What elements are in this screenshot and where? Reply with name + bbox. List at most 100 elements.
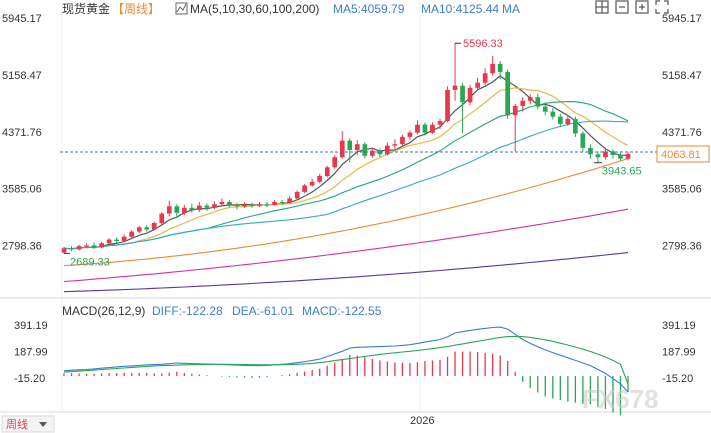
period-selector[interactable]: 周线 (1, 415, 55, 433)
candle-body (294, 191, 300, 199)
candle-body (144, 227, 150, 230)
ma-toggle-icon[interactable] (175, 2, 188, 15)
candle-body (467, 87, 473, 103)
macd-axis: 391.19 391.19 187.99 187.99 -15.20 -15.20 (14, 320, 696, 385)
ma-line-long (63, 252, 629, 293)
macd-dea-value: DEA:-61.01 (232, 304, 294, 318)
toolbar (595, 0, 669, 14)
macd-tick-left-2: -15.20 (14, 373, 45, 385)
period-label[interactable]: 【周线】 (112, 2, 160, 16)
candle-body (595, 154, 601, 158)
candle-body (332, 157, 338, 168)
candle-body (219, 202, 225, 205)
candlesticks (61, 43, 631, 254)
candle-body (445, 89, 450, 121)
candle-body (166, 206, 172, 214)
candle-body (610, 151, 616, 155)
candle-body (370, 150, 375, 156)
chevron-down-icon (39, 422, 47, 427)
candle-body (497, 63, 503, 72)
candle-body (430, 124, 435, 133)
candle-body (61, 248, 67, 253)
candle-body (392, 144, 398, 146)
candle-body (136, 227, 142, 232)
candle-body (573, 118, 578, 134)
candle-body (227, 202, 232, 205)
high-price-label: 5596.33 (463, 38, 503, 50)
ma-line-5 (63, 75, 629, 250)
grid-icon[interactable] (595, 0, 609, 14)
candle-body (272, 202, 277, 205)
candle-body (106, 239, 112, 244)
macd-label: MACD(26,12,9) (62, 304, 145, 318)
candle-body (354, 144, 360, 150)
candle-body (422, 124, 428, 133)
period-selector-label: 周线 (6, 417, 28, 431)
candle-body (520, 100, 526, 106)
candle-body (257, 204, 262, 206)
x-axis-year-label: 2026 (410, 415, 434, 427)
macd-diff-line (63, 326, 629, 393)
candle-body (197, 205, 202, 210)
moving-average-lines (63, 75, 629, 293)
ma10-value: MA10:4125.44 (421, 2, 499, 16)
zoom-in-icon[interactable] (635, 0, 649, 14)
candle-body (69, 248, 74, 250)
candle-body (505, 71, 510, 116)
candle-body (512, 105, 518, 116)
last-price-label: 4063.81 (661, 149, 701, 161)
candle-body (550, 111, 556, 117)
candle-body (339, 140, 345, 158)
price-tick-left-3: 3585.06 (2, 184, 42, 196)
candle-body (189, 207, 195, 210)
candle-body (400, 136, 405, 145)
candle-body (482, 73, 488, 83)
candle-body (91, 245, 97, 248)
ma-more-label: MA (502, 2, 520, 16)
zoom-out-icon[interactable] (615, 0, 629, 14)
candle-body (234, 204, 240, 207)
recent-low-label: 3943.65 (602, 166, 642, 178)
candle-body (580, 133, 586, 148)
start-low-label: 2689.33 (70, 256, 110, 268)
price-tick-right-0: 5945.17 (662, 13, 702, 25)
candle-body (527, 97, 533, 101)
price-tick-right-4: 2798.36 (662, 241, 702, 253)
candle-body (287, 198, 292, 203)
macd-tick-right-1: 187.99 (662, 347, 696, 359)
last-price-box (656, 145, 710, 163)
candle-body (317, 176, 322, 182)
candle-body (264, 204, 270, 206)
candle-body (603, 151, 608, 158)
macd-tick-left-0: 391.19 (14, 320, 48, 332)
candle-body (437, 121, 443, 125)
candle-body (242, 204, 247, 207)
candle-body (558, 116, 563, 124)
price-axis: 5945.17 5945.17 5158.47 5158.47 4371.76 4371.… (2, 13, 702, 253)
candle-body (99, 243, 104, 248)
macd-dea-line (63, 335, 629, 385)
macd-value: MACD:-122.55 (302, 304, 382, 318)
candle-body (618, 155, 623, 159)
price-tick-left-2: 4371.76 (2, 127, 42, 139)
macd-header: MACD(26,12,9) DIFF:-122.28 DEA:-61.01 MA… (62, 304, 382, 318)
candle-body (347, 140, 353, 150)
price-tick-left-0: 5945.17 (2, 13, 42, 25)
candle-body (377, 150, 383, 155)
macd-tick-left-1: 187.99 (14, 347, 48, 359)
candle-body (490, 63, 495, 74)
candle-body (114, 239, 119, 241)
fullscreen-icon[interactable] (655, 0, 669, 14)
candle-body (249, 204, 255, 206)
candle-body (302, 185, 307, 192)
candle-body (407, 132, 413, 137)
candle-body (588, 147, 593, 155)
price-tick-right-2: 4371.76 (662, 127, 702, 139)
candle-body (159, 213, 165, 223)
ma5-value: MA5:4059.79 (333, 2, 405, 16)
candle-body (542, 106, 548, 112)
symbol-title: 现货黄金 (62, 1, 110, 16)
price-annotations: 5596.33 2689.33 3943.65 (64, 38, 642, 268)
